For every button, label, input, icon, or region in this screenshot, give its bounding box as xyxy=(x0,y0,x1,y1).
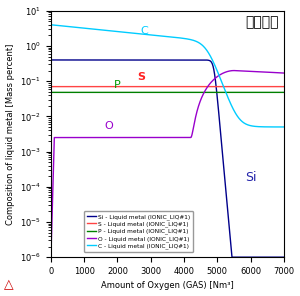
Si - Liquid metal (IONIC_LIQ#1) xyxy=(49,58,53,62)
P - Liquid metal (IONIC_LIQ#1) xyxy=(89,91,93,94)
Si - Liquid metal (IONIC_LIQ#1) xyxy=(282,255,286,259)
Text: O: O xyxy=(104,120,113,131)
Si - Liquid metal (IONIC_LIQ#1) xyxy=(89,58,93,62)
Text: スラグ無: スラグ無 xyxy=(246,16,279,30)
C - Liquid metal (IONIC_LIQ#1) xyxy=(76,26,79,29)
Si - Liquid metal (IONIC_LIQ#1) xyxy=(230,255,234,259)
P - Liquid metal (IONIC_LIQ#1) xyxy=(148,91,152,94)
P - Liquid metal (IONIC_LIQ#1) xyxy=(138,91,142,94)
C - Liquid metal (IONIC_LIQ#1) xyxy=(49,23,53,27)
Si - Liquid metal (IONIC_LIQ#1) xyxy=(138,58,142,62)
Si - Liquid metal (IONIC_LIQ#1) xyxy=(148,58,152,62)
C - Liquid metal (IONIC_LIQ#1) xyxy=(278,125,281,129)
Si - Liquid metal (IONIC_LIQ#1) xyxy=(278,255,281,259)
Line: Si - Liquid metal (IONIC_LIQ#1): Si - Liquid metal (IONIC_LIQ#1) xyxy=(51,60,284,257)
S - Liquid metal (IONIC_LIQ#1) xyxy=(252,85,256,89)
Text: Si: Si xyxy=(246,170,257,184)
S - Liquid metal (IONIC_LIQ#1) xyxy=(148,85,152,89)
C - Liquid metal (IONIC_LIQ#1) xyxy=(89,27,93,30)
P - Liquid metal (IONIC_LIQ#1) xyxy=(76,91,79,94)
C - Liquid metal (IONIC_LIQ#1) xyxy=(138,32,142,36)
Si - Liquid metal (IONIC_LIQ#1) xyxy=(76,58,79,62)
O - Liquid metal (IONIC_LIQ#1) xyxy=(232,69,236,72)
Si - Liquid metal (IONIC_LIQ#1) xyxy=(253,255,256,259)
P - Liquid metal (IONIC_LIQ#1) xyxy=(282,91,286,94)
Legend: Si - Liquid metal (IONIC_LIQ#1), S - Liquid metal (IONIC_LIQ#1), P - Liquid meta: Si - Liquid metal (IONIC_LIQ#1), S - Liq… xyxy=(84,211,193,252)
O - Liquid metal (IONIC_LIQ#1) xyxy=(49,255,53,259)
O - Liquid metal (IONIC_LIQ#1) xyxy=(148,136,152,139)
P - Liquid metal (IONIC_LIQ#1) xyxy=(49,91,53,94)
O - Liquid metal (IONIC_LIQ#1) xyxy=(76,136,79,139)
C - Liquid metal (IONIC_LIQ#1) xyxy=(148,33,152,37)
O - Liquid metal (IONIC_LIQ#1) xyxy=(253,70,256,73)
Line: O - Liquid metal (IONIC_LIQ#1): O - Liquid metal (IONIC_LIQ#1) xyxy=(51,70,284,257)
S - Liquid metal (IONIC_LIQ#1) xyxy=(49,85,53,89)
O - Liquid metal (IONIC_LIQ#1) xyxy=(138,136,142,139)
O - Liquid metal (IONIC_LIQ#1) xyxy=(278,71,281,75)
C - Liquid metal (IONIC_LIQ#1) xyxy=(252,125,256,128)
C - Liquid metal (IONIC_LIQ#1) xyxy=(282,125,286,129)
S - Liquid metal (IONIC_LIQ#1) xyxy=(138,85,142,89)
Line: C - Liquid metal (IONIC_LIQ#1): C - Liquid metal (IONIC_LIQ#1) xyxy=(51,25,284,127)
Text: P: P xyxy=(114,80,121,90)
O - Liquid metal (IONIC_LIQ#1) xyxy=(89,136,93,139)
P - Liquid metal (IONIC_LIQ#1) xyxy=(252,91,256,94)
P - Liquid metal (IONIC_LIQ#1) xyxy=(278,91,281,94)
Y-axis label: Composition of liquid metal [Mass percent]: Composition of liquid metal [Mass percen… xyxy=(6,43,15,225)
S - Liquid metal (IONIC_LIQ#1) xyxy=(76,85,79,89)
Text: △: △ xyxy=(4,279,14,292)
S - Liquid metal (IONIC_LIQ#1) xyxy=(278,85,281,89)
X-axis label: Amount of Oxygen (GAS) [Nm³]: Amount of Oxygen (GAS) [Nm³] xyxy=(101,281,234,290)
S - Liquid metal (IONIC_LIQ#1) xyxy=(89,85,93,89)
S - Liquid metal (IONIC_LIQ#1) xyxy=(282,85,286,89)
Text: S: S xyxy=(137,73,146,82)
Text: C: C xyxy=(141,26,148,36)
O - Liquid metal (IONIC_LIQ#1) xyxy=(282,71,286,75)
